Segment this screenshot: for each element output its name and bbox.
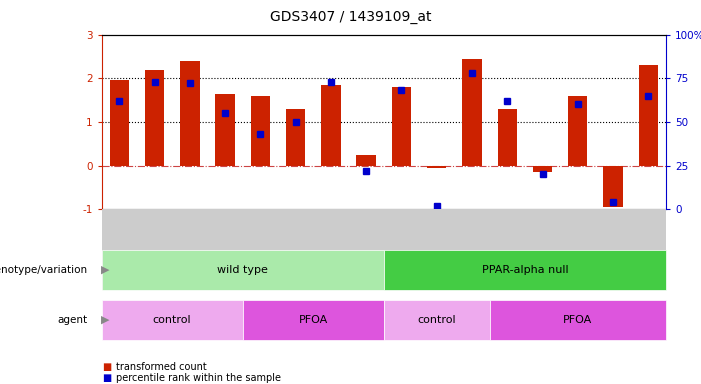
Text: percentile rank within the sample: percentile rank within the sample (116, 373, 280, 383)
Bar (639, 65, 658, 166)
Bar (427, 166, 447, 168)
Text: PPAR-alpha null: PPAR-alpha null (482, 265, 569, 275)
Bar (180, 61, 200, 166)
Text: GDS3407 / 1439109_at: GDS3407 / 1439109_at (270, 10, 431, 23)
Bar (286, 109, 306, 166)
Text: genotype/variation: genotype/variation (0, 265, 88, 275)
Bar (392, 87, 411, 166)
Bar (462, 59, 482, 166)
Bar (321, 85, 341, 166)
Bar (533, 166, 552, 172)
Bar (604, 166, 622, 207)
Bar (568, 96, 587, 166)
Bar (215, 94, 235, 166)
Text: ■: ■ (102, 373, 111, 383)
Text: wild type: wild type (217, 265, 268, 275)
Text: ▶: ▶ (101, 265, 109, 275)
Text: agent: agent (57, 314, 88, 325)
Text: ■: ■ (102, 362, 111, 372)
Text: PFOA: PFOA (299, 314, 328, 325)
Text: control: control (417, 314, 456, 325)
Text: ▶: ▶ (101, 314, 109, 325)
Bar (498, 109, 517, 166)
Text: transformed count: transformed count (116, 362, 206, 372)
Bar (357, 155, 376, 166)
Bar (109, 80, 129, 166)
Text: control: control (153, 314, 191, 325)
Bar (251, 96, 270, 166)
Bar (145, 70, 164, 166)
Text: PFOA: PFOA (563, 314, 592, 325)
